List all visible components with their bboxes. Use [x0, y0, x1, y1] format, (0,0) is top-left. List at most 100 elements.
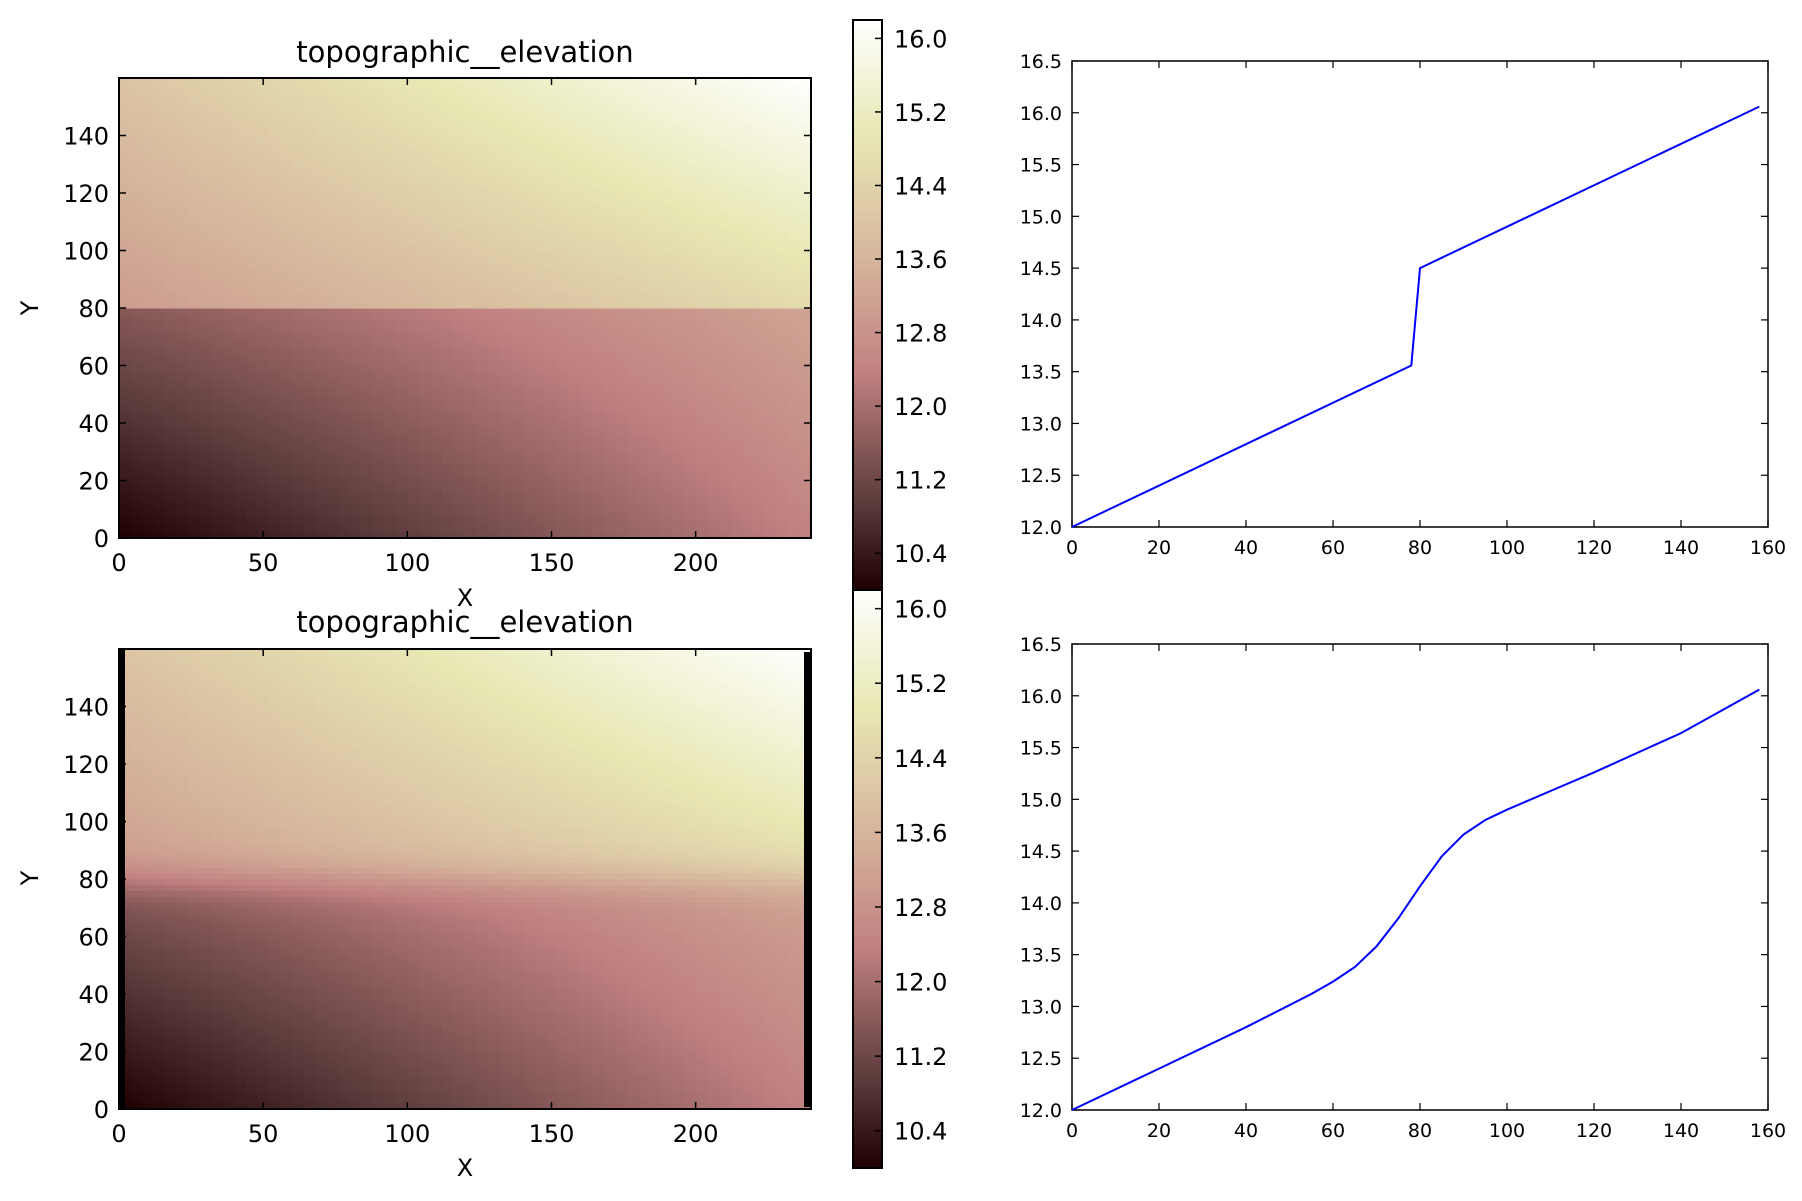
heatmap-top-cell — [799, 365, 812, 372]
heatmap-top-cell — [441, 526, 455, 533]
heatmap-top-cell — [315, 423, 328, 430]
heatmap-top-cell — [568, 342, 581, 349]
heatmap-top-cell — [245, 308, 258, 315]
heatmap-top-cell — [441, 434, 455, 441]
heatmap-top-cell — [476, 244, 489, 252]
heatmap-top-cell — [280, 106, 293, 114]
heatmap-top-cell — [499, 273, 512, 280]
heatmap-top-cell — [165, 503, 178, 510]
heatmap-top-cell — [603, 319, 616, 326]
heatmap-top-cell — [695, 509, 708, 516]
heatmap-top-cell — [568, 135, 581, 142]
heatmap-top-cell — [661, 204, 674, 211]
heatmap-top-cell — [199, 181, 212, 188]
heatmap-top-cell — [488, 405, 501, 413]
heatmap-top-cell — [384, 256, 397, 263]
heatmap-top-cell — [614, 532, 628, 539]
heatmap-top-cell — [614, 273, 628, 280]
heatmap-top-cell — [176, 313, 189, 321]
heatmap-top-cell — [349, 388, 362, 395]
heatmap-top-cell — [315, 497, 328, 505]
heatmap-top-cell — [268, 492, 282, 499]
heatmap-top-cell — [280, 198, 293, 206]
heatmap-top-cell — [465, 239, 478, 246]
heatmap-top-cell — [695, 497, 708, 505]
heatmap-top-cell — [511, 319, 524, 326]
heatmap-top-cell — [176, 95, 189, 102]
heatmap-top-cell — [718, 388, 731, 395]
heatmap-top-cell — [245, 239, 258, 246]
heatmap-top-cell — [568, 152, 581, 160]
heatmap-top-cell — [476, 210, 489, 217]
heatmap-top-cell — [603, 388, 616, 395]
heatmap-top-cell — [372, 417, 385, 424]
heatmap-top-cell — [764, 193, 777, 200]
heatmap-top-cell — [315, 486, 328, 493]
heatmap-top-cell — [176, 486, 189, 493]
heatmap-top-cell — [707, 198, 720, 206]
heatmap-top-cell — [695, 198, 708, 206]
heatmap-top-cell — [326, 469, 339, 476]
heatmap-top-cell — [591, 336, 604, 344]
heatmap-top-cell — [418, 244, 431, 252]
heatmap-top-cell — [338, 365, 351, 372]
heatmap-top-cell — [211, 216, 224, 223]
heatmap-top-cell — [718, 354, 731, 361]
heatmap-top-cell — [418, 147, 431, 154]
heatmap-top-cell — [361, 129, 374, 137]
heatmap-top-cell — [488, 141, 501, 148]
heatmap-top-cell — [672, 400, 685, 407]
heatmap-top-cell — [280, 313, 293, 321]
heatmap-top-cell — [395, 227, 408, 234]
heatmap-top-cell — [441, 365, 455, 372]
heatmap-top-cell — [349, 239, 362, 246]
heatmap-top-cell — [741, 279, 754, 286]
heatmap-top-cell — [234, 83, 247, 91]
heatmap-top-cell — [211, 526, 224, 533]
heatmap-top-cell — [603, 118, 616, 125]
heatmap-top-cell — [603, 509, 616, 516]
heatmap-top-cell — [234, 170, 247, 177]
heatmap-top-cell — [545, 428, 558, 436]
heatmap-top-cell — [649, 469, 662, 476]
heatmap-top-cell — [176, 382, 189, 390]
heatmap-top-cell — [268, 250, 282, 257]
heatmap-top-cell — [695, 112, 708, 119]
heatmap-top-cell — [603, 227, 616, 234]
heatmap-top-cell — [568, 147, 581, 154]
heatmap-top-cell — [453, 256, 466, 263]
heatmap-top-cell — [730, 354, 743, 361]
heatmap-top-cell — [280, 336, 293, 344]
heatmap-top-cell — [430, 520, 443, 528]
heatmap-top-cell — [453, 198, 466, 206]
heatmap-top-cell — [234, 497, 247, 505]
heatmap-top-cell — [764, 405, 777, 413]
heatmap-top-cell — [280, 532, 293, 539]
heatmap-top-cell — [188, 152, 201, 160]
heatmap-top-cell — [695, 302, 708, 309]
heatmap-top-cell — [268, 348, 282, 355]
heatmap-top-cell — [591, 394, 604, 401]
heatmap-top-cell — [384, 428, 397, 436]
heatmap-top-cell — [799, 233, 812, 240]
heatmap-top-cell — [234, 509, 247, 516]
heatmap-top-cell — [372, 394, 385, 401]
heatmap-top-cell — [384, 221, 397, 229]
heatmap-top-cell — [626, 267, 639, 275]
heatmap-top-cell — [465, 428, 478, 436]
heatmap-top-cell — [361, 233, 374, 240]
heatmap-top-cell — [545, 83, 558, 91]
heatmap-top-cell — [776, 451, 789, 459]
heatmap-top-cell — [672, 83, 685, 91]
heatmap-top-cell — [257, 434, 270, 441]
heatmap-top-cell — [534, 446, 547, 453]
heatmap-top-cell — [188, 244, 201, 252]
heatmap-top-cell — [557, 388, 570, 395]
heatmap-top-cell — [292, 365, 305, 372]
heatmap-top-cell — [430, 198, 443, 206]
heatmap-top-cell — [292, 434, 305, 441]
heatmap-top-cell — [245, 198, 258, 206]
heatmap-top-cell — [245, 78, 258, 85]
heatmap-top-cell — [384, 497, 397, 505]
heatmap-top-cell — [441, 233, 455, 240]
